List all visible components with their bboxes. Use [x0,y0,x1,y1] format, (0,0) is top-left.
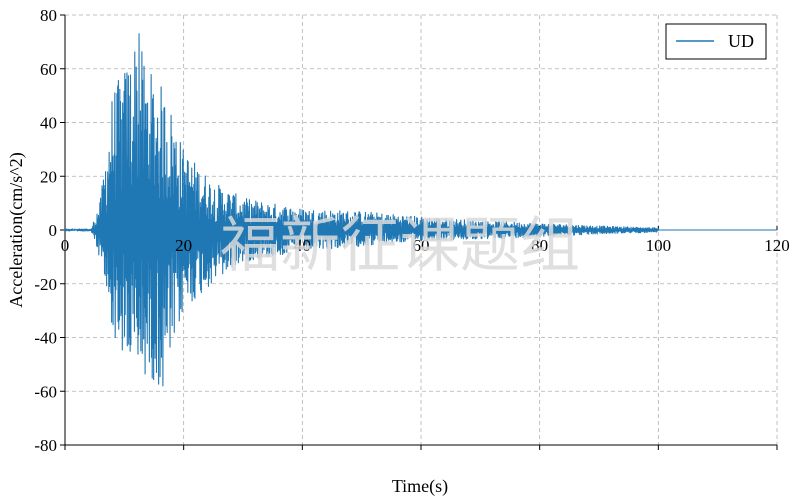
watermark-text: 福新征课题组 [220,211,580,281]
y-tick-label: -60 [34,382,57,401]
y-tick-label: 40 [40,114,57,133]
tick-labels: 0 20 40 60 80 100 120 -80 -60 -40 -20 0 20 40 60 80 [34,6,789,455]
legend: UD [665,23,767,60]
x-tick-label: 60 [413,236,430,255]
x-axis-label: Time(s) [392,476,448,497]
series-line-ud [64,33,777,387]
x-tick-label: 0 [61,236,70,255]
legend-label-ud: UD [728,31,754,51]
y-tick-label: 80 [40,6,57,25]
grid [65,14,778,445]
y-tick-label: -20 [34,275,57,294]
y-tick-label: -80 [34,436,57,455]
x-tick-label: 120 [764,236,790,255]
x-tick-label: 80 [531,236,548,255]
x-tick-label: 20 [175,236,192,255]
y-tick-label: 0 [49,221,58,240]
y-tick-label: 60 [40,60,57,79]
x-tick-label: 100 [646,236,672,255]
y-tick-label: -40 [34,329,57,348]
x-tick-label: 40 [294,236,311,255]
y-tick-label: 20 [40,167,57,186]
y-axis-label: Acceleration(cm/s^2) [6,152,27,307]
series-ud [64,33,777,387]
